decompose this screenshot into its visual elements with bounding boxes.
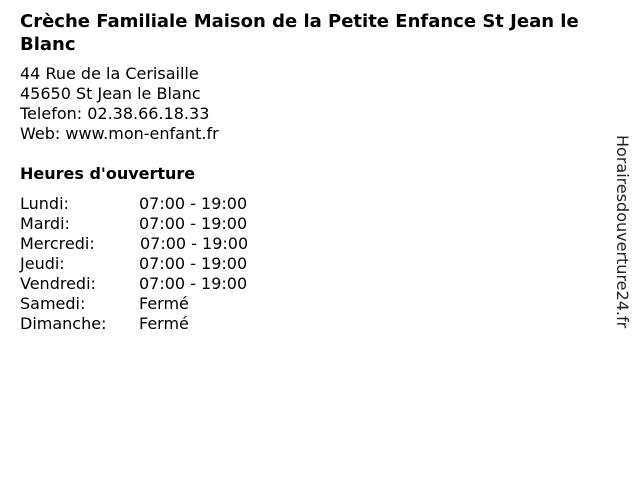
hours-table: Lundi: 07:00 - 19:00 Mardi: 07:00 - 19:00 …	[20, 194, 248, 334]
day-label: Jeudi:	[20, 254, 65, 273]
hours-row-vendredi: Vendredi: 07:00 - 19:00	[20, 274, 247, 294]
day-time: 07:00 - 19:00	[139, 214, 248, 233]
day-time: 07:00 - 19:00	[139, 194, 248, 213]
hours-row-lundi: Lundi: 07:00 - 19:00	[20, 194, 247, 214]
address-web: Web: www.mon-enfant.fr	[20, 124, 219, 143]
site-watermark-text: Horairesdouverture24.fr	[613, 135, 632, 329]
hours-row-mercredi: Mercredi: 07:00 - 19:00	[20, 234, 248, 254]
day-label: Mardi:	[20, 214, 70, 233]
day-label: Vendredi:	[20, 274, 96, 293]
day-label: Lundi:	[20, 194, 69, 213]
day-label: Dimanche:	[20, 314, 107, 333]
day-time: Fermé	[139, 294, 189, 313]
day-time: 07:00 - 19:00	[139, 274, 248, 293]
hours-row-mardi: Mardi: 07:00 - 19:00	[20, 214, 247, 234]
day-time: 07:00 - 19:00	[140, 234, 249, 253]
address-block: 44 Rue de la Cerisaille 45650 St Jean le…	[20, 64, 219, 144]
hours-row-dimanche: Dimanche: Fermé	[20, 314, 189, 334]
hours-row-jeudi: Jeudi: 07:00 - 19:00	[20, 254, 247, 274]
day-time: Fermé	[139, 314, 189, 333]
day-label: Mercredi:	[20, 234, 95, 253]
day-time: 07:00 - 19:00	[139, 254, 248, 273]
address-city: 45650 St Jean le Blanc	[20, 84, 201, 103]
site-watermark: Horairesdouverture24.fr	[612, 135, 632, 347]
hours-row-samedi: Samedi: Fermé	[20, 294, 189, 314]
day-label: Samedi:	[20, 294, 86, 313]
address-street: 44 Rue de la Cerisaille	[20, 64, 199, 83]
address-phone: Telefon: 02.38.66.18.33	[20, 104, 210, 123]
page-title: Crèche Familiale Maison de la Petite Enf…	[20, 11, 579, 55]
hours-heading: Heures d'ouverture	[20, 164, 196, 183]
